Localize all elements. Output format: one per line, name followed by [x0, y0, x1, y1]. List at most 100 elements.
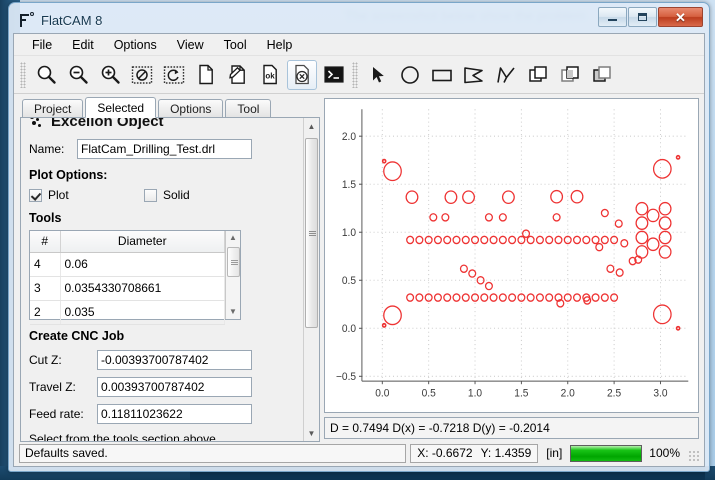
form-scroll-up-icon[interactable]: ▲: [307, 121, 316, 131]
svg-text:ok: ok: [265, 72, 275, 81]
form-scrollbar-thumb[interactable]: [305, 138, 318, 328]
solid-checkbox-label: Solid: [163, 188, 190, 202]
cut-z-input[interactable]: -0.00393700787402: [97, 350, 252, 370]
tools-table-scrollbar[interactable]: ▲ ▼: [225, 231, 240, 319]
intersection-icon[interactable]: [555, 60, 585, 90]
solid-checkbox[interactable]: [144, 188, 157, 202]
travel-z-input[interactable]: 0.00393700787402: [97, 377, 252, 397]
svg-text:0.0: 0.0: [342, 323, 356, 335]
status-bar: Defaults saved. X: -0.6672 Y: 1.4359 [in…: [14, 442, 704, 466]
subtract-icon[interactable]: [587, 60, 617, 90]
close-button[interactable]: ✕: [658, 7, 703, 27]
table-header-row: # Diameter: [30, 231, 225, 253]
cell-index: 3: [30, 276, 61, 301]
feed-rate-row: Feed rate: 0.11811023622: [29, 404, 297, 424]
menu-bar: File Edit Options View Tool Help: [14, 34, 704, 56]
shell-terminal-icon[interactable]: [319, 60, 349, 90]
drill-scatter-plot: 0.0 0.5 1.0 1.5 2.0 2.5 3.0 −0.5 0.0 0.5 1.0 1.5 2.0: [336, 109, 689, 400]
feed-rate-label: Feed rate:: [29, 407, 84, 421]
replot-icon[interactable]: [159, 60, 189, 90]
edit-geometry-icon[interactable]: [223, 60, 253, 90]
tools-table-body: # Diameter 4 0.06 3: [30, 231, 225, 325]
delete-object-icon[interactable]: [287, 59, 317, 90]
menu-help[interactable]: Help: [266, 37, 293, 52]
feed-rate-input[interactable]: 0.11811023622: [97, 404, 252, 424]
title-bar[interactable]: FlatCAM 8 ✕: [13, 7, 705, 33]
cell-diameter: 0.035: [60, 300, 225, 325]
menu-options[interactable]: Options: [113, 37, 157, 52]
table-row[interactable]: 4 0.06: [30, 252, 225, 277]
cell-index: 4: [30, 252, 61, 277]
svg-text:2.0: 2.0: [342, 131, 356, 143]
tab-selected[interactable]: Selected: [85, 97, 157, 118]
tab-project[interactable]: Project: [22, 99, 84, 118]
form-scrollbar[interactable]: ▲ ▼: [303, 118, 319, 441]
clear-plot-icon[interactable]: [127, 60, 157, 90]
menu-view[interactable]: View: [176, 37, 204, 52]
status-message: Defaults saved.: [19, 443, 407, 463]
window-client-area: File Edit Options View Tool Help: [13, 33, 705, 467]
maximize-button[interactable]: [628, 7, 657, 27]
selected-object-form: Excellon Object Name: FlatCam_Drilling_T…: [20, 117, 320, 442]
svg-text:2.0: 2.0: [561, 387, 575, 399]
svg-text:1.0: 1.0: [342, 227, 356, 239]
cell-index: 2: [30, 300, 61, 325]
name-input[interactable]: FlatCam_Drilling_Test.drl: [77, 139, 252, 159]
table-row[interactable]: 3 0.0354330708661: [30, 276, 225, 301]
plot-checkbox[interactable]: [29, 188, 42, 202]
svg-text:−0.5: −0.5: [336, 371, 356, 383]
scrollbar-thumb[interactable]: [226, 247, 240, 277]
toolbar-drag-handle[interactable]: [20, 61, 26, 88]
update-geometry-ok-icon[interactable]: ok: [255, 60, 285, 90]
svg-text:1.0: 1.0: [468, 387, 482, 399]
left-panel: Project Selected Options Tool Excellon O…: [14, 94, 322, 442]
menu-tool[interactable]: Tool: [223, 37, 247, 52]
plot-measurement-bar: D = 0.7494 D(x) = -0.7218 D(y) = -0.2014: [324, 417, 699, 439]
flatcam-logo-icon: [17, 11, 35, 29]
scroll-down-icon[interactable]: ▼: [229, 307, 237, 316]
plot-canvas[interactable]: 0.0 0.5 1.0 1.5 2.0 2.5 3.0 −0.5 0.0 0.5 1.0 1.5 2.0: [324, 98, 699, 413]
select-arrow-icon[interactable]: [363, 60, 393, 90]
toolbar2-drag-handle[interactable]: [352, 61, 358, 88]
new-blank-geometry-icon[interactable]: [191, 60, 221, 90]
close-icon: ✕: [675, 9, 686, 25]
union-icon[interactable]: [523, 60, 553, 90]
create-cnc-job-label: Create CNC Job: [29, 329, 125, 343]
draw-circle-icon[interactable]: [395, 60, 425, 90]
cut-z-row: Cut Z: -0.00393700787402: [29, 350, 297, 370]
table-row[interactable]: 2 0.035: [30, 300, 225, 325]
svg-text:3.0: 3.0: [653, 387, 667, 399]
excellon-drill-icon: [29, 118, 45, 129]
name-label: Name:: [29, 142, 65, 156]
travel-z-label: Travel Z:: [29, 380, 76, 394]
progress-bar: [570, 444, 643, 462]
zoom-fit-icon[interactable]: [31, 60, 61, 90]
tab-options[interactable]: Options: [158, 99, 224, 118]
svg-text:1.5: 1.5: [514, 387, 528, 399]
tools-hint-text: Select from the tools section above: [29, 432, 216, 441]
panel-tabs: Project Selected Options Tool: [20, 97, 322, 118]
plot-options-row: Plot Solid: [29, 188, 297, 202]
form-scroll-down-icon[interactable]: ▼: [307, 428, 316, 438]
svg-text:2.5: 2.5: [607, 387, 621, 399]
cursor-coordinates: X: -0.6672 Y: 1.4359: [410, 443, 539, 463]
draw-polygon-icon[interactable]: [459, 60, 489, 90]
coord-y: Y: 1.4359: [480, 446, 532, 460]
draw-rectangle-icon[interactable]: [427, 60, 457, 90]
zoom-in-icon[interactable]: [95, 60, 125, 90]
travel-z-row: Travel Z: 0.00393700787402: [29, 377, 297, 397]
cell-diameter: 0.0354330708661: [60, 276, 225, 301]
main-split: Project Selected Options Tool Excellon O…: [14, 94, 704, 442]
zoom-out-icon[interactable]: [63, 60, 93, 90]
name-row: Name: FlatCam_Drilling_Test.drl: [29, 139, 297, 159]
cut-z-label: Cut Z:: [29, 353, 62, 367]
window-title: FlatCAM 8: [41, 12, 103, 28]
menu-edit[interactable]: Edit: [72, 37, 94, 52]
resize-grip[interactable]: [688, 450, 700, 462]
scroll-up-icon[interactable]: ▲: [229, 233, 237, 242]
tab-tool[interactable]: Tool: [225, 99, 272, 118]
tools-table: # Diameter 4 0.06 3: [29, 230, 241, 325]
menu-file[interactable]: File: [32, 37, 53, 52]
minimize-button[interactable]: [598, 7, 627, 27]
draw-path-icon[interactable]: [491, 60, 521, 90]
